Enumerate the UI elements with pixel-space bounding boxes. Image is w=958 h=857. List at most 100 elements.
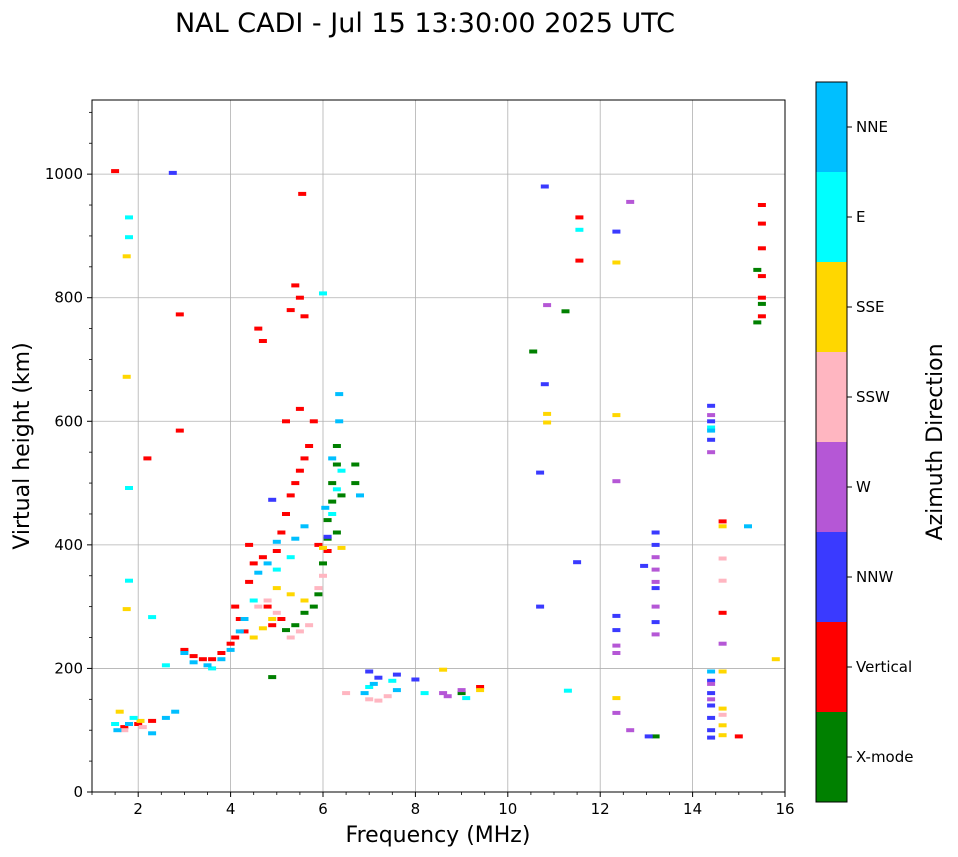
data-point-vertical bbox=[198, 657, 207, 662]
data-point-nne bbox=[369, 681, 378, 686]
data-point-x-mode bbox=[309, 604, 318, 609]
data-point-nnw bbox=[707, 419, 716, 424]
x-tick-label: 10 bbox=[498, 800, 517, 818]
data-point-ssw bbox=[718, 712, 727, 717]
y-tick-label: 800 bbox=[54, 289, 83, 307]
data-point-vertical bbox=[718, 610, 727, 615]
colorbar-label-item: NNW bbox=[856, 568, 893, 586]
data-point-sse bbox=[718, 733, 727, 738]
data-point-vertical bbox=[235, 617, 244, 621]
data-point-vertical bbox=[189, 654, 198, 659]
data-point-vertical bbox=[240, 629, 249, 634]
data-point-nnw bbox=[168, 170, 177, 175]
data-point-nnw bbox=[651, 586, 660, 591]
data-point-nne bbox=[125, 722, 133, 726]
data-point-w bbox=[439, 691, 448, 696]
data-point-ssw bbox=[295, 629, 304, 634]
data-point-e bbox=[125, 215, 133, 220]
data-point-nne bbox=[235, 629, 244, 634]
data-point-sse bbox=[612, 260, 621, 265]
data-point-w bbox=[612, 643, 621, 648]
data-point-w bbox=[707, 681, 716, 686]
data-point-x-mode bbox=[561, 309, 570, 314]
data-point-e bbox=[249, 598, 258, 603]
data-point-e bbox=[707, 425, 716, 430]
data-point-vertical bbox=[226, 641, 235, 646]
data-point-x-mode bbox=[351, 462, 360, 467]
data-point-e bbox=[332, 487, 341, 492]
data-point-vertical bbox=[300, 456, 309, 461]
data-point-vertical bbox=[734, 734, 743, 739]
data-point-x-mode bbox=[300, 610, 309, 615]
data-points bbox=[111, 169, 780, 740]
y-tick-label: 0 bbox=[73, 783, 83, 801]
data-point-vertical bbox=[286, 493, 295, 498]
data-point-w bbox=[543, 303, 552, 308]
data-point-ssw bbox=[718, 556, 727, 561]
data-point-w bbox=[651, 579, 660, 584]
x-axis: 2 4 6 8 10 12 14 16 bbox=[91, 792, 795, 818]
data-point-x-mode bbox=[328, 499, 337, 504]
data-point-nne bbox=[300, 524, 309, 529]
data-point-nnw bbox=[612, 229, 621, 234]
y-tick-label: 1000 bbox=[45, 165, 83, 183]
data-point-x-mode bbox=[337, 493, 346, 498]
colorbar-segment bbox=[816, 352, 847, 442]
data-point-vertical bbox=[757, 246, 766, 251]
y-tick-label: 400 bbox=[54, 536, 83, 554]
data-point-e bbox=[462, 696, 471, 701]
x-tick-label: 4 bbox=[226, 800, 236, 818]
data-point-vertical bbox=[295, 468, 304, 473]
data-point-vertical bbox=[231, 604, 240, 609]
data-point-vertical bbox=[309, 419, 318, 424]
data-point-nne bbox=[217, 657, 226, 662]
data-point-x-mode bbox=[319, 561, 327, 566]
x-tick-label: 14 bbox=[683, 800, 702, 818]
y-tick-label: 600 bbox=[54, 412, 83, 430]
data-point-vertical bbox=[718, 519, 727, 524]
data-point-nne bbox=[291, 536, 300, 541]
data-point-nne bbox=[328, 456, 337, 461]
data-point-nne bbox=[263, 561, 272, 566]
data-point-sse bbox=[612, 696, 621, 701]
data-point-nnw bbox=[707, 728, 716, 733]
data-point-vertical bbox=[231, 635, 240, 640]
data-point-x-mode bbox=[753, 320, 762, 325]
data-point-ssw bbox=[383, 694, 392, 699]
data-point-nnw bbox=[323, 534, 332, 539]
colorbar-label-item: SSE bbox=[856, 298, 885, 316]
data-point-x-mode bbox=[314, 592, 323, 597]
data-point-nnw bbox=[392, 672, 401, 677]
data-point-vertical bbox=[305, 444, 314, 448]
data-point-e bbox=[388, 678, 397, 683]
data-point-w bbox=[457, 688, 466, 693]
data-point-e bbox=[272, 567, 281, 572]
chart-title: NAL CADI - Jul 15 13:30:00 2025 UTC bbox=[175, 8, 675, 39]
data-point-w bbox=[626, 199, 635, 204]
data-point-e bbox=[365, 685, 374, 689]
data-point-w bbox=[651, 604, 660, 609]
colorbar-segment bbox=[816, 532, 847, 622]
data-point-sse bbox=[319, 545, 327, 550]
data-point-e bbox=[125, 235, 133, 240]
data-point-w bbox=[651, 555, 660, 560]
data-point-sse bbox=[718, 524, 727, 529]
data-point-sse bbox=[718, 706, 727, 711]
data-point-nne bbox=[272, 539, 281, 544]
colorbar-label-item: E bbox=[856, 208, 865, 226]
data-point-ssw bbox=[374, 698, 383, 703]
data-point-vertical bbox=[249, 561, 258, 566]
data-point-nnw bbox=[651, 542, 660, 547]
data-point-ssw bbox=[272, 610, 281, 615]
data-point-vertical bbox=[757, 221, 766, 226]
data-point-nne bbox=[240, 617, 249, 621]
data-point-x-mode bbox=[268, 675, 277, 680]
data-point-vertical bbox=[208, 657, 217, 662]
data-point-w bbox=[718, 641, 727, 646]
colorbar-segment bbox=[816, 622, 847, 712]
data-point-vertical bbox=[148, 718, 157, 723]
data-point-x-mode bbox=[332, 444, 341, 448]
data-point-sse bbox=[337, 545, 346, 550]
data-point-nne bbox=[392, 688, 401, 693]
